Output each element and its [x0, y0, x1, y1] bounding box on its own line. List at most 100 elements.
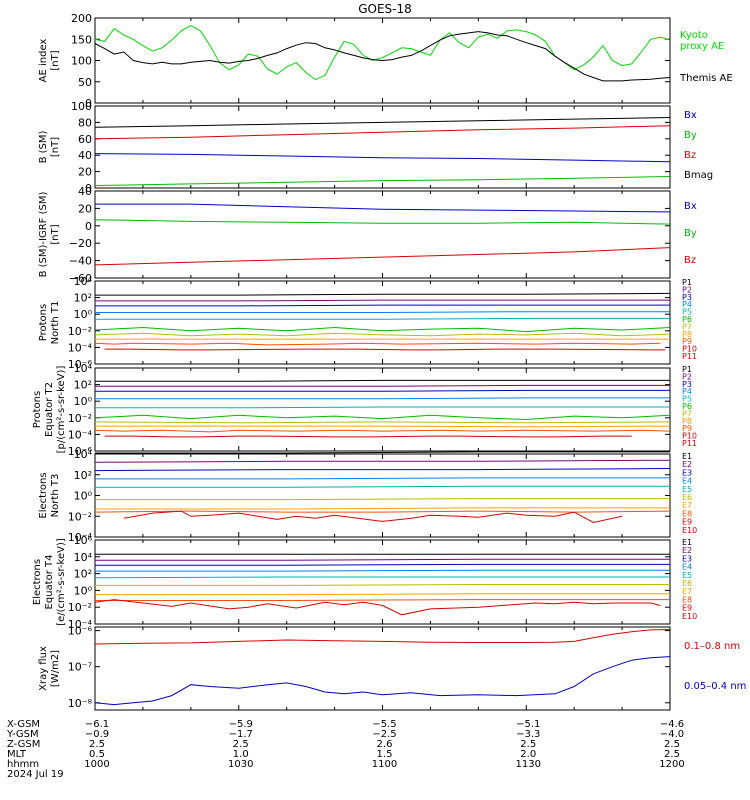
y-tick-label: 10⁻² [68, 601, 92, 614]
series-line-p9 [94, 429, 671, 433]
legend-label: P11 [682, 352, 697, 361]
legend-label: P9 [682, 424, 692, 433]
x-tick-label: 2.5 [89, 739, 105, 750]
series-line-e6 [95, 498, 670, 501]
legend-label: P2 [682, 372, 692, 381]
y-tick-label: 10² [74, 469, 92, 482]
panel-b: 0 20 40 60 80 100 B (SM) [nT] Bx By Bz Bmag [38, 100, 713, 195]
y-axis-label: B (SM) [38, 130, 49, 163]
x-tick-label: −4.6 [660, 719, 684, 730]
series-line-bx [95, 203, 671, 213]
x-tick-label: 1100 [372, 759, 397, 770]
legend-label: E1 [682, 538, 692, 547]
series-line-e2 [94, 459, 671, 463]
series-line-p6 [94, 414, 671, 421]
y-tick-label: 10⁴ [74, 362, 93, 375]
series-line-e9 [94, 599, 661, 616]
series-line-p8 [95, 425, 671, 428]
y-tick-label: 10⁻⁴ [68, 428, 93, 441]
legend-label: proxy AE [680, 41, 724, 52]
series-line-p10 [104, 348, 666, 351]
x-tick-label: −5.1 [516, 719, 540, 730]
x-tick-label: 0.5 [89, 749, 105, 760]
legend-label: P6 [682, 315, 692, 324]
series-line-e1 [95, 451, 670, 454]
x-tick-label: −4.0 [660, 729, 684, 740]
y-tick-label: 10⁴ [74, 551, 93, 564]
y-tick-label: 0 [85, 182, 92, 195]
y-tick-label: 100 [71, 100, 92, 113]
series-line-p5 [95, 406, 670, 409]
legend-label: Bz [684, 150, 696, 161]
legend-label: P3 [682, 293, 692, 302]
series-line-e4 [95, 569, 670, 572]
series-line-e5 [95, 485, 670, 488]
x-tick-label: −5.9 [229, 719, 253, 730]
legend-label: E5 [682, 485, 692, 494]
y-tick-label: 20 [78, 166, 92, 179]
panel-frame [94, 539, 671, 625]
y-tick-label: 200 [71, 12, 92, 25]
legend-label: 0.1–0.8 nm [684, 641, 740, 652]
legend-label: P10 [682, 432, 697, 441]
series-line-p6 [94, 326, 671, 333]
series-line-themis-ae [94, 31, 671, 82]
x-tick-label: −1.7 [229, 729, 253, 740]
legend-label: By [684, 130, 697, 141]
x-axis-row-label: hhmm [7, 759, 39, 770]
y-axis-label: Equator T2 [44, 382, 55, 437]
series-line-p4 [95, 311, 670, 313]
x-tick-label: −0.9 [85, 729, 109, 740]
x-tick-label: 1130 [516, 759, 541, 770]
series-line-p3 [95, 304, 670, 307]
legend-label: P8 [682, 417, 692, 426]
y-tick-label: −40 [69, 255, 92, 268]
legend-label: P2 [682, 285, 692, 294]
y-axis-label: AE index [38, 39, 49, 83]
series-line-by [94, 219, 671, 225]
legend-label: Kyoto [680, 30, 708, 41]
y-tick-label: 10⁻² [68, 412, 92, 425]
y-tick-label: −20 [69, 237, 92, 250]
x-tick-label: 1200 [659, 759, 684, 770]
legend-label: E4 [682, 477, 692, 486]
y-tick-label: 40 [78, 149, 92, 162]
series-line-p3 [95, 389, 670, 392]
x-tick-label: −2.5 [372, 729, 396, 740]
series-line-p9 [94, 342, 661, 346]
series-line-p10 [104, 435, 632, 438]
legend-label: By [684, 228, 697, 239]
series-line-e5 [94, 576, 670, 579]
legend-label: E10 [682, 526, 697, 535]
legend-label: P6 [682, 402, 692, 411]
series-line-p5 [95, 317, 670, 320]
y-axis-label: Protons [32, 391, 43, 428]
series-line-p2 [95, 384, 670, 387]
panel-frame [94, 453, 671, 538]
series-line-p1 [95, 292, 671, 296]
y-tick-label: −60 [69, 272, 92, 285]
y-axis-label: [nT] [50, 224, 61, 244]
series-line-p2 [95, 299, 670, 302]
x-axis-row-label: Z-GSM [7, 739, 40, 750]
legend-label: E6 [682, 579, 692, 588]
legend-label: Bz [684, 255, 696, 266]
y-tick-label: 0 [85, 97, 92, 110]
y-axis-label: North T1 [50, 301, 61, 345]
legend-label: Bmag [684, 170, 713, 181]
series-line-e8 [95, 599, 670, 601]
y-tick-label: 20 [78, 202, 92, 215]
y-tick-label: 60 [78, 133, 92, 146]
legend-label: E6 [682, 493, 692, 502]
x-tick-label: 2.5 [664, 739, 680, 750]
legend-label: E7 [682, 501, 692, 510]
y-tick-label: 10² [74, 379, 92, 392]
x-tick-label: 1.0 [233, 749, 249, 760]
series-line-bz [94, 125, 671, 140]
y-axis-label: Protons [38, 304, 49, 341]
series-line-e4 [95, 477, 670, 480]
